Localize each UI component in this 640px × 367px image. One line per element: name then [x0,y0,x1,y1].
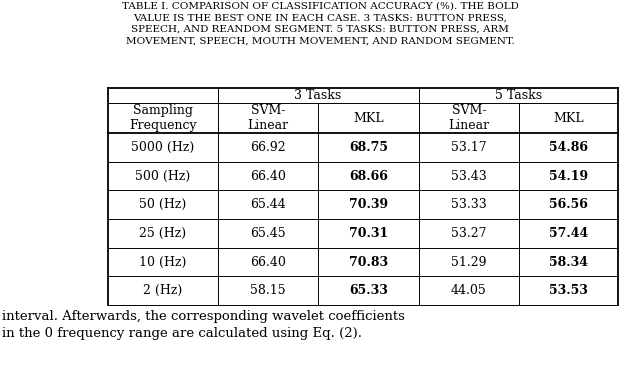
Text: 54.19: 54.19 [549,170,588,183]
Text: MKL: MKL [553,112,584,125]
Text: 57.44: 57.44 [549,227,588,240]
Text: 70.39: 70.39 [349,198,388,211]
Text: 66.40: 66.40 [250,255,286,269]
Text: 66.92: 66.92 [250,141,285,154]
Text: 56.56: 56.56 [549,198,588,211]
Text: interval. Afterwards, the corresponding wavelet coefficients
in the 0 frequency : interval. Afterwards, the corresponding … [2,310,405,340]
Text: 3 Tasks: 3 Tasks [294,89,342,102]
Text: 25 (Hz): 25 (Hz) [140,227,186,240]
Text: 58.34: 58.34 [549,255,588,269]
Text: 58.15: 58.15 [250,284,285,297]
Text: 5000 (Hz): 5000 (Hz) [131,141,195,154]
Text: 10 (Hz): 10 (Hz) [139,255,186,269]
Text: 68.66: 68.66 [349,170,388,183]
Text: 53.33: 53.33 [451,198,486,211]
Text: 65.45: 65.45 [250,227,285,240]
Text: 65.44: 65.44 [250,198,285,211]
Text: MKL: MKL [353,112,383,125]
Text: 53.27: 53.27 [451,227,486,240]
Text: 44.05: 44.05 [451,284,486,297]
Text: 53.43: 53.43 [451,170,486,183]
Text: 500 (Hz): 500 (Hz) [135,170,191,183]
Text: 70.31: 70.31 [349,227,388,240]
Text: 50 (Hz): 50 (Hz) [140,198,186,211]
Text: 66.40: 66.40 [250,170,286,183]
Text: SVM-
Linear: SVM- Linear [448,104,490,132]
Text: 51.29: 51.29 [451,255,486,269]
Text: 54.86: 54.86 [549,141,588,154]
Text: SVM-
Linear: SVM- Linear [247,104,289,132]
Text: 53.17: 53.17 [451,141,486,154]
Text: 68.75: 68.75 [349,141,388,154]
Text: 5 Tasks: 5 Tasks [495,89,542,102]
Text: 65.33: 65.33 [349,284,388,297]
Text: 2 (Hz): 2 (Hz) [143,284,182,297]
Text: 70.83: 70.83 [349,255,388,269]
Text: 53.53: 53.53 [549,284,588,297]
Text: TABLE I. COMPARISON OF CLASSIFICATION ACCURACY (%). THE BOLD
VALUE IS THE BEST O: TABLE I. COMPARISON OF CLASSIFICATION AC… [122,2,518,46]
Text: Sampling
Frequency: Sampling Frequency [129,104,196,132]
